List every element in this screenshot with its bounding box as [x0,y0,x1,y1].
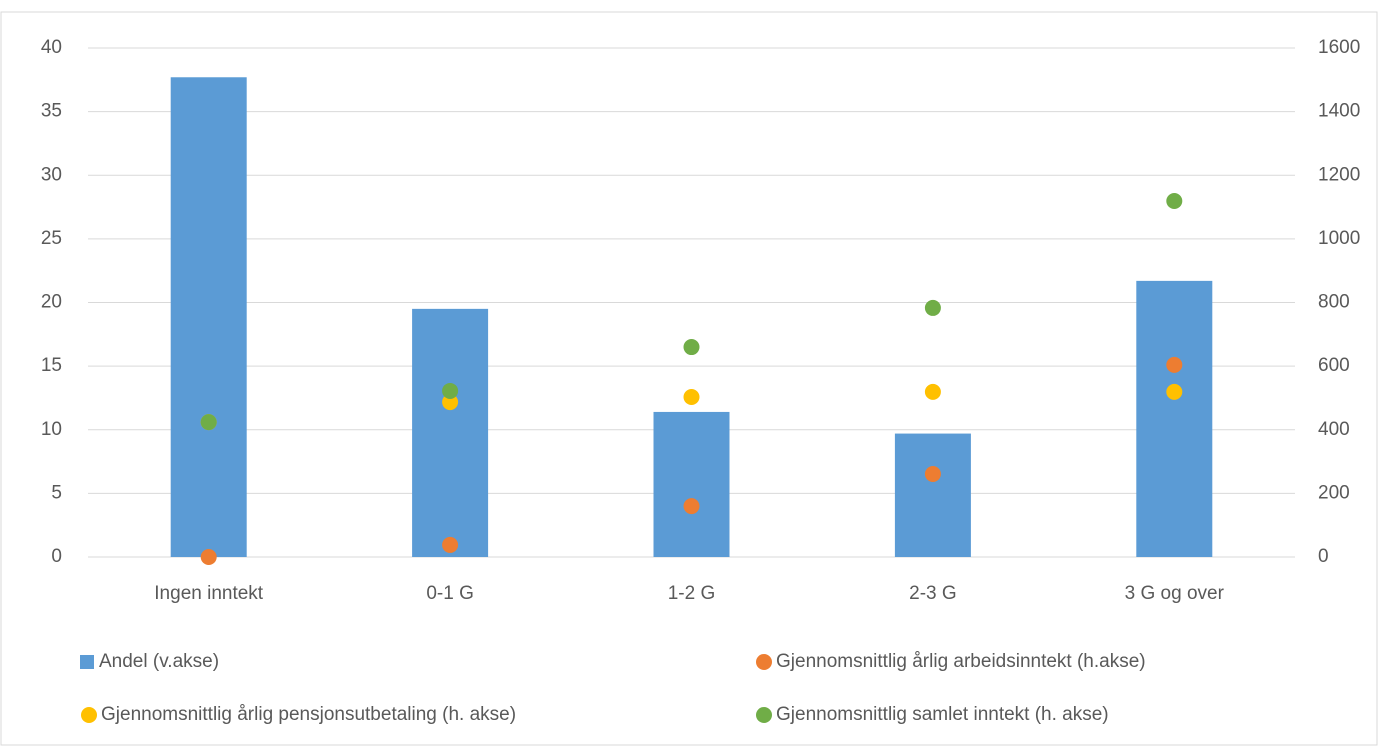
bar [894,433,971,557]
y-tick-label: 20 [41,292,62,313]
x-tick-label: 3 G og over [1125,583,1225,604]
y-tick-label: 10 [41,419,62,440]
point [683,498,700,515]
y2-tick-label: 600 [1318,355,1350,376]
point [683,388,700,405]
y2-tick-label: 200 [1318,482,1350,503]
point [200,414,217,431]
y-tick-label: 40 [41,37,62,58]
point [442,536,459,553]
bar [653,411,730,557]
bar [170,77,247,557]
y-tick-label: 35 [41,101,62,122]
bar [412,308,489,557]
y-tick-label: 15 [41,355,62,376]
point [200,549,217,565]
y2-tick-label: 800 [1318,292,1350,313]
bar [1136,280,1213,557]
y-tick-label: 5 [51,482,62,503]
point [683,339,700,356]
y2-tick-label: 400 [1318,419,1350,440]
legend-swatch [80,655,94,669]
legend-swatch [756,654,772,670]
point [1166,383,1183,400]
legend-label: Gjennomsnittlig årlig pensjonsutbetaling… [101,704,516,725]
legend-label: Andel (v.akse) [99,651,219,672]
y2-tick-label: 1000 [1318,228,1360,249]
x-tick-label: 0-1 G [426,583,474,604]
point [442,394,459,411]
legend-swatch [81,707,97,723]
y-tick-label: 0 [51,546,62,567]
legend-label: Gjennomsnittlig årlig arbeidsinntekt (h.… [776,651,1146,672]
point [924,465,941,482]
point [924,299,941,316]
y2-tick-label: 1400 [1318,101,1360,122]
legend-label: Gjennomsnittlig samlet inntekt (h. akse) [776,704,1109,725]
y-tick-label: 30 [41,164,62,185]
point [442,382,459,399]
x-tick-label: Ingen inntekt [154,583,264,604]
x-tick-label: 2-3 G [909,583,957,604]
y-tick-label: 25 [41,228,62,249]
y2-tick-label: 1600 [1318,37,1360,58]
point [1166,356,1183,373]
x-tick-label: 1-2 G [668,583,716,604]
point [1166,193,1183,210]
y2-tick-label: 1200 [1318,164,1360,185]
y2-tick-label: 0 [1318,546,1329,567]
point [924,383,941,400]
legend-swatch [756,707,772,723]
